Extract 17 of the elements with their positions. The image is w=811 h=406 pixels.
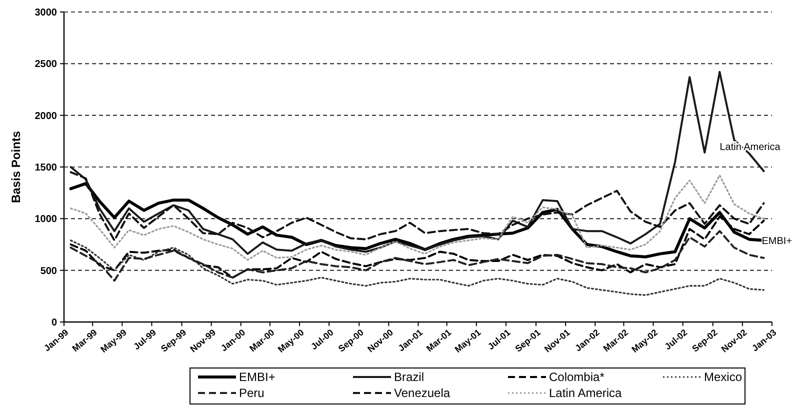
y-tick-label: 2000 [34,110,58,122]
legend-label: EMBI+ [239,370,276,384]
legend-label: Venezuela [394,386,450,400]
y-tick-label: 2500 [34,59,58,70]
y-tick-label: 3000 [34,8,58,18]
y-axis-title: Basis Points [9,130,23,204]
legend-label: Latin America [549,386,622,400]
y-tick-label: 0 [51,318,58,328]
legend-label: Mexico [704,370,742,384]
y-tick-label: 500 [40,266,58,277]
y-tick-label: 1500 [34,162,58,174]
y-tick-label: 1000 [34,214,58,226]
legend-label: Brazil [394,370,424,384]
annotation: EMBI+ [762,236,792,247]
legend-label: Colombia* [549,370,605,384]
legend-label: Peru [239,386,264,400]
annotation: Latin America [720,142,781,153]
